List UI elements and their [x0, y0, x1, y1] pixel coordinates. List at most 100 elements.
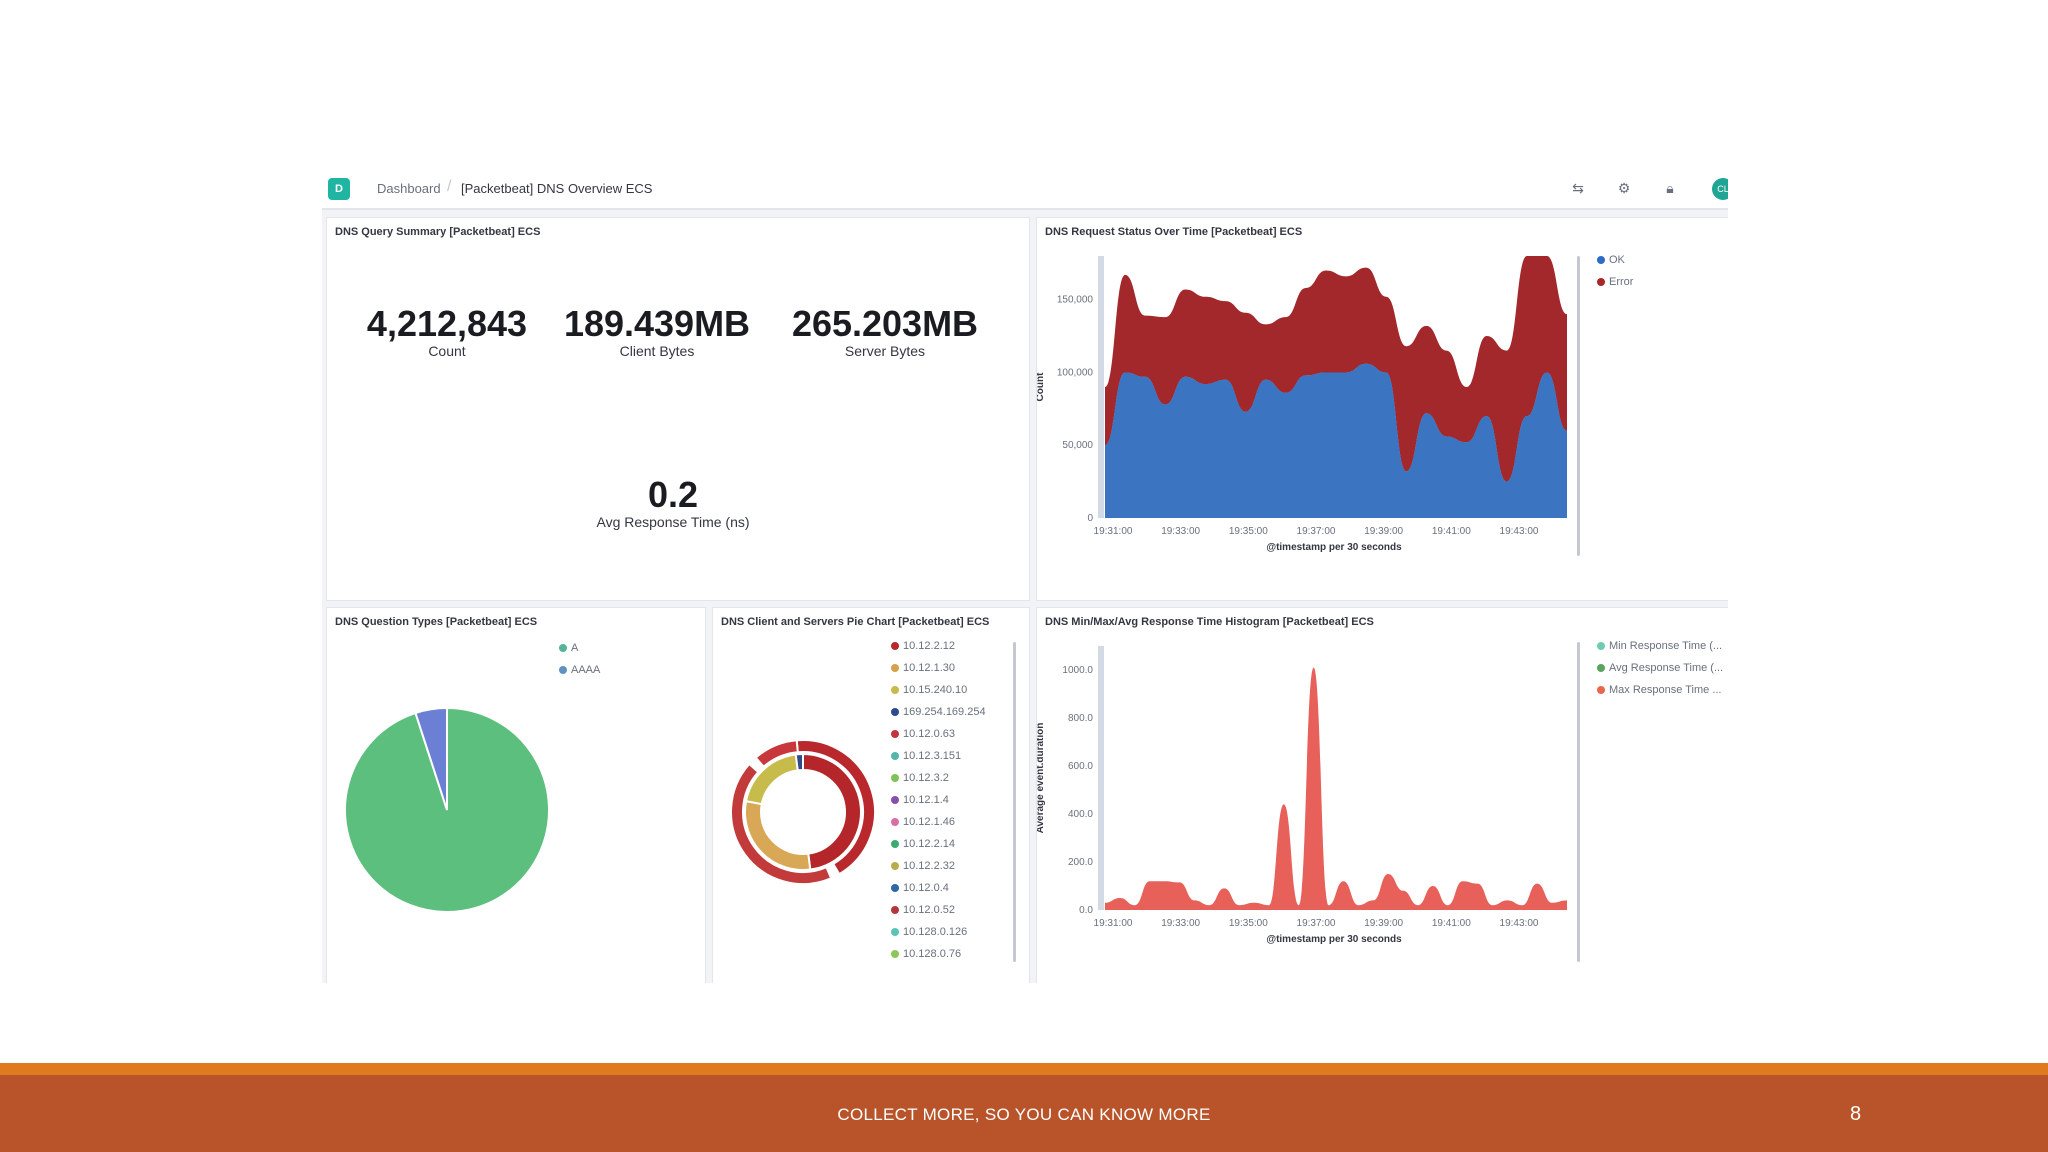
legend-item-max[interactable]: Max Response Time ...	[1597, 684, 1722, 696]
share-icon[interactable]: ⇆	[1572, 180, 1584, 196]
legend-dot	[891, 774, 899, 783]
donut-slice	[794, 752, 804, 772]
x-tick-label: 19:31:00	[1094, 526, 1133, 537]
y-tick-label: 0.0	[1079, 905, 1093, 916]
legend-dot	[891, 818, 899, 827]
legend-label: Max Response Time ...	[1609, 684, 1722, 696]
x-tick-label: 19:37:00	[1297, 526, 1336, 537]
legend-item-ok[interactable]: OK	[1597, 254, 1625, 266]
metric-label: Count	[428, 343, 466, 359]
y-tick-label: 50,000	[1062, 440, 1093, 451]
legend-label: OK	[1609, 254, 1625, 266]
x-tick-label: 19:35:00	[1229, 918, 1268, 929]
legend-label: 10.12.2.32	[903, 860, 955, 872]
x-tick-label: 19:39:00	[1364, 918, 1403, 929]
legend-item[interactable]: 10.12.1.46	[891, 816, 955, 828]
legend-label: 10.12.0.63	[903, 728, 955, 740]
area-series-max-response-time	[1105, 667, 1567, 910]
area-series-ok-top	[1105, 363, 1567, 518]
y-axis-title: Average event.duration	[1037, 723, 1046, 834]
legend-item[interactable]: 10.12.0.63	[891, 728, 955, 740]
settings-icon[interactable]: ⚙	[1617, 180, 1631, 196]
legend-label: Min Response Time (...	[1609, 640, 1723, 652]
legend-item[interactable]: 10.12.1.30	[891, 662, 955, 674]
dns-question-types-panel: DNS Question Types [Packetbeat] ECS A AA…	[326, 607, 706, 983]
legend-dot	[891, 686, 899, 695]
breadcrumb-dashboard[interactable]: Dashboard	[377, 181, 441, 196]
y-tick-label: 400.0	[1068, 809, 1093, 820]
avatar[interactable]: CL	[1712, 178, 1728, 200]
legend-item[interactable]: 10.128.0.126	[891, 926, 967, 938]
legend-dot	[891, 950, 899, 959]
legend-dot	[559, 666, 567, 675]
panel-title: DNS Min/Max/Avg Response Time Histogram …	[1045, 616, 1374, 628]
x-tick-label: 19:43:00	[1500, 918, 1539, 929]
legend-item[interactable]: 10.12.0.52	[891, 904, 955, 916]
legend-item[interactable]: 10.12.2.32	[891, 860, 955, 872]
legend-scrollbar[interactable]	[1577, 642, 1580, 962]
legend-item[interactable]: 10.12.2.14	[891, 838, 955, 850]
legend-scrollbar[interactable]	[1577, 256, 1580, 556]
legend-item-min[interactable]: Min Response Time (...	[1597, 640, 1722, 652]
legend-label: 10.12.2.14	[903, 838, 955, 850]
y-tick-label: 0	[1087, 513, 1093, 524]
legend-item-error[interactable]: Error	[1597, 276, 1633, 288]
y-tick-label: 800.0	[1068, 713, 1093, 724]
dns-request-status-panel: DNS Request Status Over Time [Packetbeat…	[1036, 217, 1728, 601]
legend-dot	[891, 730, 899, 739]
y-tick-label: 600.0	[1068, 761, 1093, 772]
legend-label: A	[571, 642, 579, 654]
footer-bar	[0, 1075, 2048, 1152]
panel-title: DNS Client and Servers Pie Chart [Packet…	[721, 616, 990, 628]
legend-scrollbar[interactable]	[1013, 642, 1016, 962]
legend-label: 10.12.0.52	[903, 904, 955, 916]
pie-slice-aaaa	[414, 706, 448, 811]
x-axis-title: @timestamp per 30 seconds	[1266, 542, 1402, 553]
legend-item[interactable]: 10.128.0.76	[891, 948, 961, 960]
legend-item-aaaa[interactable]: AAAA	[559, 664, 600, 676]
legend-item[interactable]: 10.12.0.4	[891, 882, 949, 894]
legend-item[interactable]: 10.12.1.4	[891, 794, 949, 806]
page-number: 8	[1850, 1103, 1862, 1125]
metric-avg-response: 0.2 Avg Response Time (ns)	[563, 475, 783, 530]
legend-dot	[891, 840, 899, 849]
breadcrumb-separator: /	[447, 178, 452, 195]
y-tick-label: 200.0	[1068, 857, 1093, 868]
legend-item[interactable]: 10.15.240.10	[891, 684, 967, 696]
legend-item-avg[interactable]: Avg Response Time (...	[1597, 662, 1723, 674]
legend-dot	[1597, 256, 1605, 265]
response-time-area-chart[interactable]: 0.0 200.0 400.0 600.0 800.0 1000.0 19:31:00 19:…	[1037, 608, 1728, 983]
legend-item[interactable]: 10.12.3.151	[891, 750, 961, 762]
legend-label: 10.128.0.126	[903, 926, 968, 938]
client-servers-donut[interactable]	[713, 608, 1030, 983]
metric-client-bytes: 189.439MB Client Bytes	[547, 304, 767, 359]
x-tick-label: 19:33:00	[1161, 526, 1200, 537]
y-axis-title: Count	[1037, 372, 1046, 402]
y-tick-label: 150,000	[1057, 295, 1094, 306]
lock-icon[interactable]: 🔒︎	[1666, 180, 1674, 196]
legend-dot	[891, 708, 899, 717]
status-area-chart[interactable]: 0 50,000 100,000 150,000 19:31:00 19:33:00 19:…	[1037, 218, 1728, 601]
app-logo[interactable]: D	[328, 178, 350, 200]
legend-dot	[1597, 664, 1605, 673]
legend-label: 10.15.240.10	[903, 684, 968, 696]
metric-value: 265.203MB	[791, 303, 979, 344]
legend-label: AAAA	[571, 664, 601, 676]
x-tick-label: 19:43:00	[1500, 526, 1539, 537]
x-axis-title: @timestamp per 30 seconds	[1266, 934, 1402, 945]
panel-title: DNS Query Summary [Packetbeat] ECS	[335, 226, 541, 238]
legend-dot	[891, 642, 899, 651]
top-bar: D Dashboard / [Packetbeat] DNS Overview …	[322, 168, 1728, 210]
area-series-error	[1105, 256, 1567, 482]
legend-item[interactable]: 10.12.3.2	[891, 772, 949, 784]
legend-dot	[891, 884, 899, 893]
legend-item-a[interactable]: A	[559, 642, 578, 654]
metric-count: 4,212,843 Count	[337, 304, 557, 359]
question-types-pie[interactable]	[327, 608, 706, 983]
legend-item[interactable]: 10.12.2.12	[891, 640, 955, 652]
legend-label: 10.128.0.76	[903, 948, 962, 960]
legend-label: 10.12.3.2	[903, 772, 949, 784]
legend-item[interactable]: 169.254.169.254	[891, 706, 986, 718]
footer-accent-line	[0, 1063, 2048, 1075]
legend-dot	[891, 928, 899, 937]
